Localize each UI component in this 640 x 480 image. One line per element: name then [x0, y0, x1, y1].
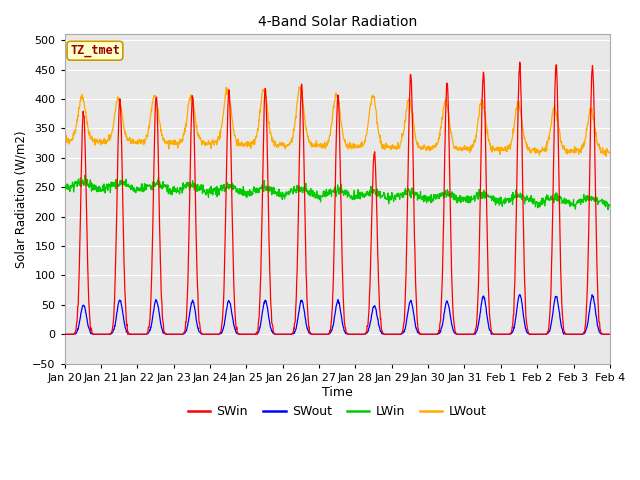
Text: TZ_tmet: TZ_tmet [70, 44, 120, 57]
Y-axis label: Solar Radiation (W/m2): Solar Radiation (W/m2) [15, 130, 28, 268]
X-axis label: Time: Time [322, 385, 353, 398]
Legend: SWin, SWout, LWin, LWout: SWin, SWout, LWin, LWout [183, 400, 492, 423]
Title: 4-Band Solar Radiation: 4-Band Solar Radiation [257, 15, 417, 29]
